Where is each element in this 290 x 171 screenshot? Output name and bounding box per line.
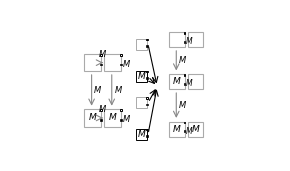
Bar xyxy=(120,109,122,111)
Text: M: M xyxy=(191,125,199,134)
Text: M: M xyxy=(123,115,130,124)
Text: M: M xyxy=(186,37,193,46)
Bar xyxy=(136,39,147,50)
Bar xyxy=(146,38,148,40)
Bar xyxy=(136,97,147,108)
Bar xyxy=(184,122,185,123)
Bar xyxy=(188,32,203,47)
Text: M: M xyxy=(179,56,186,65)
Bar xyxy=(100,109,102,111)
Bar xyxy=(188,74,203,89)
Bar xyxy=(146,77,148,79)
Bar xyxy=(169,74,184,89)
Bar xyxy=(184,32,185,34)
Text: M: M xyxy=(179,101,186,110)
Bar xyxy=(146,135,148,137)
Bar xyxy=(136,71,147,82)
Bar xyxy=(184,130,185,132)
Bar xyxy=(104,54,121,71)
Text: M: M xyxy=(114,86,122,95)
Bar xyxy=(104,109,121,127)
Text: M: M xyxy=(88,113,96,122)
Bar xyxy=(84,54,101,71)
Bar xyxy=(146,104,148,105)
Text: M: M xyxy=(99,50,106,59)
Bar xyxy=(169,122,184,137)
Bar xyxy=(146,129,148,130)
Bar xyxy=(120,54,122,56)
Bar xyxy=(146,97,148,99)
Text: M: M xyxy=(108,113,116,122)
Text: M: M xyxy=(137,72,145,81)
Bar xyxy=(188,122,203,137)
Bar xyxy=(100,119,102,121)
Text: M: M xyxy=(99,105,106,114)
Bar xyxy=(146,71,148,72)
Bar xyxy=(146,45,148,47)
Bar xyxy=(184,74,185,76)
Text: M: M xyxy=(123,60,130,69)
Bar xyxy=(136,129,147,140)
Text: M: M xyxy=(173,77,181,86)
Text: M: M xyxy=(94,86,101,95)
Text: M: M xyxy=(137,130,145,139)
Bar xyxy=(100,64,102,65)
Bar xyxy=(120,119,122,121)
Bar xyxy=(84,109,101,127)
Bar xyxy=(184,41,185,43)
Bar xyxy=(100,54,102,56)
Text: M: M xyxy=(186,127,193,136)
Text: M: M xyxy=(186,79,193,88)
Bar xyxy=(184,83,185,85)
Text: M: M xyxy=(173,125,181,134)
Bar xyxy=(120,64,122,65)
Bar xyxy=(169,32,184,47)
